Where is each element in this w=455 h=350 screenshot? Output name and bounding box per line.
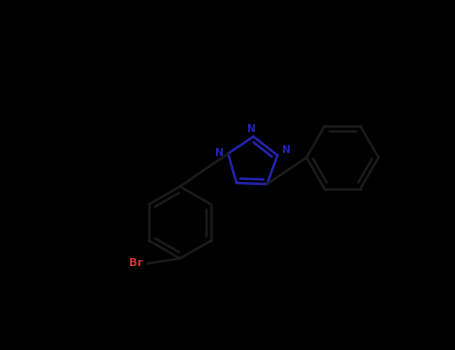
Text: N: N [247, 124, 255, 133]
Text: Br: Br [129, 259, 142, 268]
Text: N: N [215, 148, 223, 158]
Text: N: N [282, 145, 291, 155]
